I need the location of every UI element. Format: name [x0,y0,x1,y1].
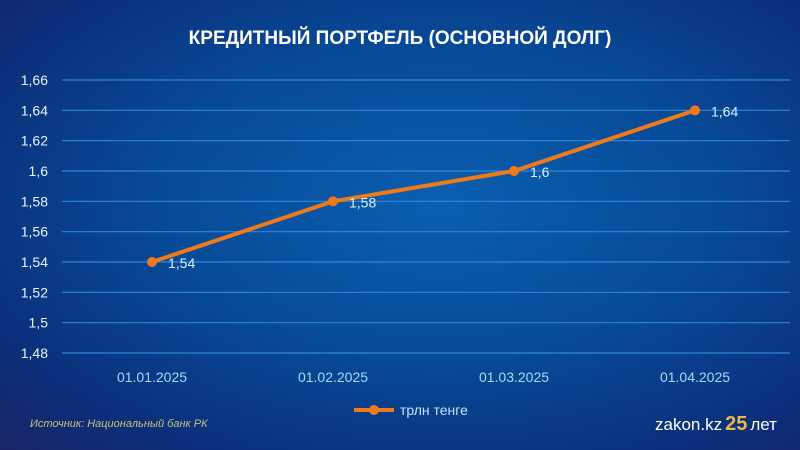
logo-text: zakon.kz [655,414,723,434]
y-tick-label: 1,6 [29,163,49,179]
chart-title: КРЕДИТНЫЙ ПОРТФЕЛЬ (ОСНОВНОЙ ДОЛГ) [188,28,612,49]
legend-line-marker-icon [354,405,394,415]
x-tick-label: 01.04.2025 [660,369,730,385]
data-label: 1,58 [349,194,376,210]
data-label: 1,64 [711,103,738,119]
y-tick-label: 1,62 [21,133,48,149]
y-tick-label: 1,64 [21,102,48,118]
series-line [151,108,696,264]
logo: zakon.kz 25 лет [655,413,777,436]
y-tick-label: 1,5 [29,315,49,331]
legend-label: трлн тенге [400,402,468,418]
data-point [509,166,519,176]
data-label: 1,54 [168,255,195,271]
y-tick-label: 1,66 [21,72,48,88]
y-tick-label: 1,54 [21,254,48,270]
data-point [147,257,157,267]
y-tick-label: 1,52 [21,284,48,300]
x-tick-label: 01.01.2025 [117,369,187,385]
source-note: Источник: Национальный банк РК [30,418,208,430]
logo-number: 25 [725,413,748,435]
data-point [690,105,700,116]
x-tick-label: 01.03.2025 [479,369,549,385]
y-tick-label: 1,48 [21,345,48,361]
x-tick-label: 01.02.2025 [298,369,368,385]
legend: трлн тенге [352,402,468,418]
data-label: 1,6 [530,164,550,180]
data-point [328,196,338,207]
y-tick-label: 1,58 [21,193,48,209]
logo-suffix: лет [750,414,777,434]
y-tick-label: 1,56 [21,224,48,240]
